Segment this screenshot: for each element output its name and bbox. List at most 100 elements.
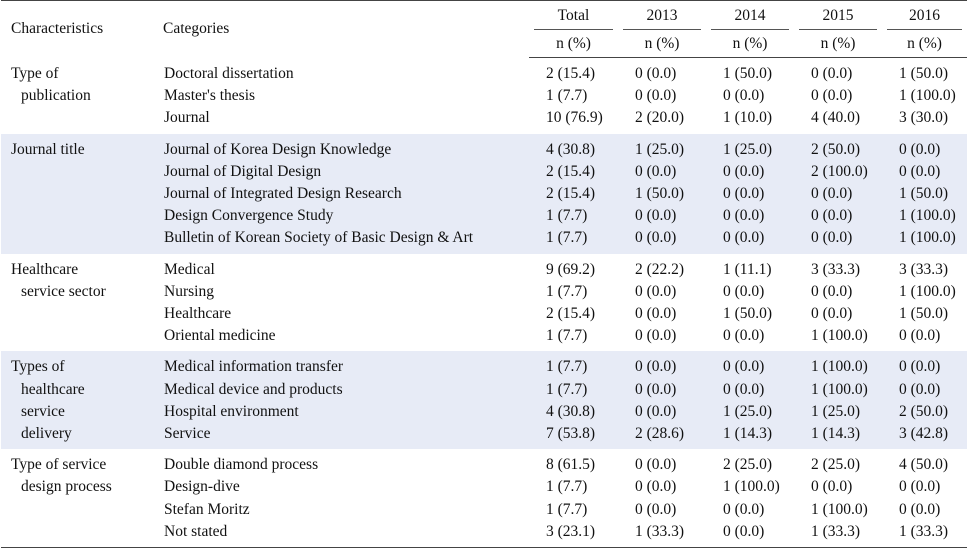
value: 0 (0.0) [811, 282, 853, 300]
value: 9 (69.2) [546, 260, 596, 278]
category-label: Journal of Digital Design [164, 162, 322, 180]
value: 1 (14.3) [723, 425, 773, 443]
group-journal-title: Journal title Journal of Korea Design Kn… [1, 133, 967, 254]
category-label: Design Convergence Study [164, 207, 334, 225]
value: 1 (11.1) [723, 260, 772, 278]
subheader-total-n-pct: n (%) [529, 30, 618, 58]
category-label: Medical [164, 260, 215, 278]
value: 2 (28.6) [635, 425, 685, 443]
value: 1 (7.7) [546, 87, 588, 105]
year-2014-cell: 1 (11.1) 0 (0.0) 1 (50.0) 0 (0.0) [706, 254, 794, 352]
year-2015-cell: 3 (33.3) 0 (0.0) 0 (0.0) 1 (100.0) [794, 254, 882, 352]
value: 1 (100.0) [811, 380, 868, 398]
value: 0 (0.0) [635, 65, 677, 82]
group-label-line: design process [21, 478, 112, 496]
value: 1 (100.0) [723, 478, 780, 496]
group-label-line: Types of [11, 358, 65, 376]
total-cell: 9 (69.2) 1 (7.7) 2 (15.4) 1 (7.7) [529, 254, 618, 352]
value: 0 (0.0) [899, 162, 941, 180]
group-label-line: Type of [11, 64, 59, 82]
year-2015-cell: 2 (25.0) 0 (0.0) 1 (100.0) 1 (33.3) [794, 449, 882, 549]
category-label: Doctoral dissertation [164, 64, 294, 82]
table-row: Healthcare service sector Medical Nursin… [1, 254, 967, 352]
value: 1 (7.7) [546, 282, 588, 300]
value: 1 (10.0) [723, 109, 773, 127]
category-label: Nursing [164, 282, 214, 300]
value: 0 (0.0) [723, 87, 765, 105]
value: 1 (50.0) [899, 185, 949, 203]
value: 1 (7.7) [546, 380, 588, 398]
value: 0 (0.0) [811, 87, 853, 105]
group-label-line: delivery [21, 425, 72, 443]
category-cell: Double diamond process Design-dive Stefa… [153, 449, 529, 549]
value: 0 (0.0) [723, 185, 765, 203]
total-cell: 8 (61.5) 1 (7.7) 1 (7.7) 3 (23.1) [529, 449, 618, 549]
group-types-of-healthcare-service-delivery: Types of healthcare service delivery Med… [1, 351, 967, 450]
year-2013-cell: 2 (22.2) 0 (0.0) 0 (0.0) 0 (0.0) [618, 254, 706, 352]
group-label-line: service sector [21, 282, 106, 300]
table-row: Types of healthcare service delivery Med… [1, 351, 967, 450]
value: 0 (0.0) [635, 327, 677, 345]
category-label: Healthcare [164, 305, 232, 323]
category-cell: Journal of Korea Design Knowledge Journa… [153, 133, 529, 254]
group-type-of-publication: Type of publication Doctoral dissertatio… [1, 58, 967, 134]
value: 1 (7.7) [546, 478, 588, 496]
value: 2 (20.0) [635, 109, 685, 127]
value: 0 (0.0) [635, 456, 677, 474]
value: 0 (0.0) [811, 478, 853, 496]
value: 1 (100.0) [899, 282, 956, 300]
value: 0 (0.0) [723, 162, 765, 180]
table-row: Type of service design process Double di… [1, 449, 967, 549]
value: 1 (25.0) [635, 140, 685, 158]
subheader-2014-n-pct: n (%) [706, 30, 794, 58]
category-cell: Doctoral dissertation Master's thesis Jo… [153, 58, 529, 134]
value: 0 (0.0) [723, 522, 765, 540]
value: 3 (33.3) [811, 260, 861, 278]
value: 0 (0.0) [811, 207, 853, 225]
year-2014-cell: 1 (25.0) 0 (0.0) 0 (0.0) 0 (0.0) 0 (0.0) [706, 133, 794, 254]
value: 0 (0.0) [899, 327, 941, 345]
value: 7 (53.8) [546, 425, 596, 443]
value: 1 (7.7) [546, 358, 588, 376]
value: 2 (50.0) [811, 140, 861, 158]
year-2014-cell: 1 (50.0) 0 (0.0) 1 (10.0) [706, 58, 794, 134]
group-label: Type of publication [1, 58, 153, 134]
value: 0 (0.0) [723, 380, 765, 398]
value: 0 (0.0) [899, 500, 941, 518]
value: 2 (15.4) [546, 305, 596, 323]
header-2014: 2014 [706, 0, 794, 30]
value: 0 (0.0) [635, 282, 677, 300]
group-label: Type of service design process [1, 449, 153, 549]
total-cell: 1 (7.7) 1 (7.7) 4 (30.8) 7 (53.8) [529, 351, 618, 450]
year-2013-cell: 0 (0.0) 0 (0.0) 0 (0.0) 2 (28.6) [618, 351, 706, 450]
value: 0 (0.0) [635, 207, 677, 225]
value: 1 (100.0) [811, 500, 868, 518]
value: 2 (100.0) [811, 162, 868, 180]
group-label-line: publication [21, 86, 91, 104]
total-cell: 2 (15.4) 1 (7.7) 10 (76.9) [529, 58, 618, 134]
group-label-line: service [21, 402, 65, 420]
subheader-2016-n-pct: n (%) [882, 30, 967, 58]
value: 4 (30.8) [546, 140, 596, 158]
group-label: Types of healthcare service delivery [1, 351, 153, 450]
category-label: Master's thesis [164, 86, 256, 104]
value: 1 (100.0) [899, 229, 956, 247]
value: 0 (0.0) [899, 140, 941, 158]
value: 10 (76.9) [546, 109, 603, 127]
year-2016-cell: 1 (50.0) 1 (100.0) 3 (30.0) [882, 58, 967, 134]
category-label: Design-dive [164, 478, 240, 496]
category-label: Bulletin of Korean Society of Basic Desi… [164, 229, 474, 247]
value: 2 (25.0) [723, 456, 773, 474]
header-2015-label: 2015 [799, 2, 877, 30]
header-2013: 2013 [618, 0, 706, 30]
group-label: Journal title [1, 133, 153, 254]
value: 0 (0.0) [811, 65, 853, 82]
value: 4 (30.8) [546, 402, 596, 420]
value: 1 (25.0) [811, 402, 861, 420]
value: 1 (7.7) [546, 500, 588, 518]
value: 0 (0.0) [723, 282, 765, 300]
value: 4 (50.0) [899, 456, 949, 474]
value: 1 (25.0) [723, 140, 773, 158]
value: 2 (15.4) [546, 185, 596, 203]
value: 0 (0.0) [899, 478, 941, 496]
